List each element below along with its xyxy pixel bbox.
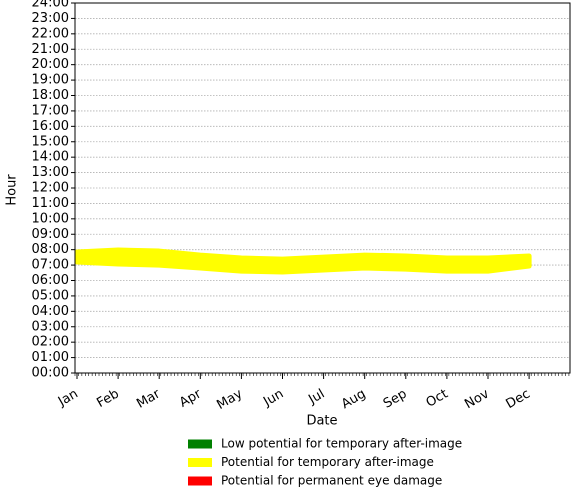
y-tick-label: 10:00 [32, 211, 69, 226]
y-tick-label: 12:00 [32, 181, 69, 196]
y-tick-label: 23:00 [32, 11, 69, 26]
x-tick-label: Apr [177, 386, 205, 411]
y-tick-label: 13:00 [32, 165, 69, 180]
legend-label: Potential for temporary after-image [221, 455, 434, 469]
plot-frame [74, 2, 571, 374]
y-tick-label: 24:00 [32, 0, 69, 11]
x-tick-label: Oct [424, 387, 451, 411]
x-tick-label: Nov [462, 386, 492, 412]
y-tick-label: 00:00 [32, 366, 69, 381]
x-axis-label: Date [306, 414, 337, 429]
y-tick-label: 08:00 [32, 242, 69, 257]
y-tick-label: 18:00 [32, 88, 69, 103]
y-tick-label: 03:00 [32, 319, 69, 334]
x-tick-label: Aug [339, 387, 368, 413]
x-tick-label: Jun [260, 387, 286, 411]
x-tick-label: May [214, 386, 245, 413]
y-tick-label: 06:00 [32, 273, 69, 288]
legend-label: Potential for permanent eye damage [221, 474, 442, 488]
y-tick-label: 05:00 [32, 288, 69, 303]
x-tick-label: Sep [381, 387, 410, 412]
x-tick-label: Dec [504, 387, 533, 413]
y-tick-label: 04:00 [32, 304, 69, 319]
y-tick-label: 16:00 [32, 119, 69, 134]
y-tick-label: 17:00 [32, 103, 69, 118]
band [74, 247, 532, 275]
y-tick-label: 20:00 [32, 57, 69, 72]
legend-swatch [188, 476, 212, 486]
x-tick-label: Jul [305, 387, 327, 408]
y-tick-label: 21:00 [32, 42, 69, 57]
legend-label: Low potential for temporary after-image [221, 437, 462, 451]
y-tick-label: 22:00 [32, 26, 69, 41]
y-tick-label: 02:00 [32, 335, 69, 350]
y-tick-label: 01:00 [32, 350, 69, 365]
y-axis-label: Hour [5, 174, 20, 206]
y-tick-label: 19:00 [32, 73, 69, 88]
x-tick-label: Feb [94, 387, 121, 412]
y-tick-label: 09:00 [32, 227, 69, 242]
y-tick-label: 15:00 [32, 134, 69, 149]
y-tick-label: 14:00 [32, 150, 69, 165]
y-tick-label: 11:00 [32, 196, 69, 211]
x-tick-label: Jan [55, 387, 81, 411]
y-tick-label: 07:00 [32, 258, 69, 273]
legend-swatch [188, 458, 212, 467]
x-tick-label: Mar [134, 386, 163, 412]
legend-swatch [188, 439, 212, 449]
